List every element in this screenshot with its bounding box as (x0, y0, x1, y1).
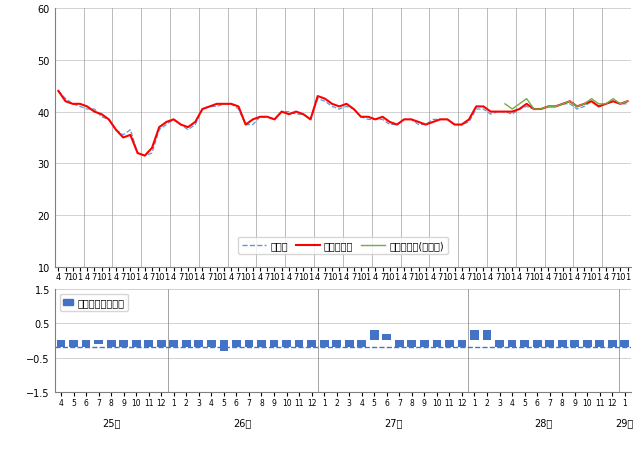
Bar (420, 341, 429, 348)
Bar (470, 331, 479, 341)
Bar (82, 341, 90, 348)
Bar (620, 341, 629, 348)
Bar (408, 341, 416, 348)
Text: 27年: 27年 (384, 417, 402, 427)
Text: 28年: 28年 (319, 298, 337, 308)
Bar (433, 341, 441, 348)
Bar (558, 341, 567, 348)
Bar (596, 341, 604, 348)
Bar (545, 341, 554, 348)
Bar (107, 341, 115, 348)
Text: 23年: 23年 (175, 298, 194, 308)
Bar (182, 341, 191, 348)
Text: 25年: 25年 (102, 417, 120, 427)
Bar (157, 341, 166, 348)
Bar (257, 341, 266, 348)
Bar (383, 334, 391, 341)
Bar (282, 341, 291, 348)
Text: 24年: 24年 (204, 298, 222, 308)
Bar (345, 341, 354, 348)
Bar (169, 341, 178, 348)
Bar (482, 331, 491, 341)
Text: 29年: 29年 (616, 417, 634, 427)
Bar (495, 341, 504, 348)
Text: 20年: 20年 (89, 298, 107, 308)
Bar (608, 341, 617, 348)
Legend: 新旧差（新－旧）: 新旧差（新－旧） (60, 294, 128, 312)
Bar (370, 331, 379, 341)
Bar (232, 341, 241, 348)
Bar (132, 341, 140, 348)
Text: 29年: 29年 (330, 298, 348, 308)
Bar (458, 341, 466, 348)
Bar (194, 341, 204, 348)
Bar (520, 341, 529, 348)
Legend: 原系列, 季節調整値, 季節調整値(改訂前): 原系列, 季節調整値, 季節調整値(改訂前) (238, 237, 448, 255)
Bar (69, 341, 78, 348)
Text: 19年: 19年 (60, 298, 78, 308)
Bar (57, 341, 66, 348)
Text: 22年: 22年 (146, 298, 165, 308)
Bar (270, 341, 278, 348)
Bar (357, 341, 366, 348)
Text: 26年: 26年 (261, 298, 280, 308)
Bar (445, 341, 454, 348)
Bar (332, 341, 341, 348)
Bar (295, 341, 303, 348)
Bar (207, 341, 216, 348)
Bar (395, 341, 404, 348)
Text: 26年: 26年 (234, 417, 252, 427)
Bar (583, 341, 592, 348)
Text: 21年: 21年 (118, 298, 136, 308)
Bar (220, 341, 228, 351)
Text: 25年: 25年 (233, 298, 251, 308)
Bar (245, 341, 253, 348)
Bar (94, 341, 103, 344)
Bar (571, 341, 579, 348)
Bar (119, 341, 128, 348)
Bar (320, 341, 328, 348)
Bar (144, 341, 153, 348)
Bar (307, 341, 316, 348)
Bar (533, 341, 542, 348)
Text: 27年: 27年 (290, 298, 309, 308)
Text: 28年: 28年 (535, 417, 553, 427)
Bar (507, 341, 516, 348)
